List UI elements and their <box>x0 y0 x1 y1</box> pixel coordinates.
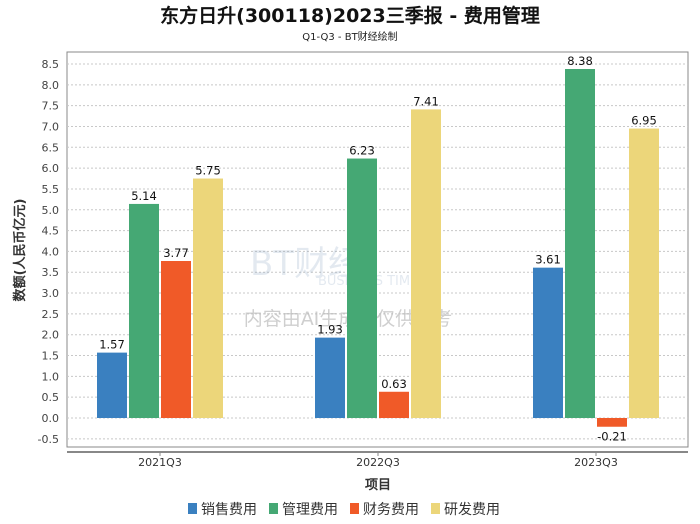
bar-研发费用-2021Q3 <box>193 178 223 418</box>
y-tick-label: 2.5 <box>42 308 60 321</box>
bar-销售费用-2021Q3 <box>97 352 127 418</box>
x-tick-label: 2023Q3 <box>574 456 618 469</box>
y-tick-label: 5.0 <box>42 204 60 217</box>
legend-item-销售费用[interactable]: 销售费用 <box>201 502 257 518</box>
bar-研发费用-2022Q3 <box>411 109 441 418</box>
y-tick-label: 3.5 <box>42 266 60 279</box>
bar-管理费用-2021Q3 <box>129 203 159 418</box>
y-tick-label: 0.0 <box>42 412 60 425</box>
y-tick-label: 7.0 <box>42 120 60 133</box>
data-label: 6.95 <box>631 114 657 128</box>
plot-frame <box>66 51 689 448</box>
data-label: 1.93 <box>317 323 343 337</box>
data-label: 5.75 <box>195 164 221 178</box>
data-label: 3.61 <box>535 253 561 267</box>
bar-销售费用-2022Q3 <box>315 337 345 418</box>
data-label: 5.14 <box>131 189 157 203</box>
y-tick-label: 6.5 <box>42 141 60 154</box>
data-label: 0.63 <box>381 377 407 391</box>
data-label: 8.38 <box>567 54 593 68</box>
legend-item-财务费用[interactable]: 财务费用 <box>363 502 419 518</box>
data-label: 1.57 <box>99 338 125 352</box>
x-axis-label: 项目 <box>365 478 391 493</box>
y-tick-label: 8.5 <box>42 58 60 71</box>
data-label: 3.77 <box>163 246 189 260</box>
y-axis-label: 数额(人民币亿元) <box>12 199 28 302</box>
x-tick-label: 2021Q3 <box>138 456 182 469</box>
legend-swatch <box>188 503 197 514</box>
watermark: BT财经 BUSINESS TIMES <box>250 244 427 289</box>
data-label: 7.41 <box>413 94 439 108</box>
watermark-brand: BT财经 <box>250 244 362 284</box>
data-label: 6.23 <box>349 144 375 158</box>
chart-title: 东方日升(300118)2023三季报 - 费用管理 <box>160 4 540 27</box>
y-tick-label: 0.5 <box>42 391 60 404</box>
bar-管理费用-2022Q3 <box>347 158 377 418</box>
bar-财务费用-2022Q3 <box>379 391 409 418</box>
bar-管理费用-2023Q3 <box>565 68 595 418</box>
x-tick-label: 2022Q3 <box>356 456 400 469</box>
y-tick-label: 8.0 <box>42 79 60 92</box>
legend-item-研发费用[interactable]: 研发费用 <box>444 502 500 518</box>
bar-研发费用-2023Q3 <box>629 128 659 418</box>
bar-财务费用-2021Q3 <box>161 260 191 418</box>
y-tick-label: 6.0 <box>42 162 60 175</box>
y-tick-label: 3.0 <box>42 287 60 300</box>
bar-销售费用-2023Q3 <box>533 267 563 418</box>
y-tick-label: -0.5 <box>38 433 59 446</box>
y-tick-label: 1.5 <box>42 350 60 363</box>
y-tick-label: 4.5 <box>42 225 60 238</box>
legend-swatch <box>269 503 278 514</box>
y-tick-label: 7.5 <box>42 100 60 113</box>
data-label: -0.21 <box>597 430 627 444</box>
y-tick-label: 2.0 <box>42 329 60 342</box>
legend-swatch <box>431 503 440 514</box>
legend-swatch <box>350 503 359 514</box>
bar-财务费用-2023Q3 <box>597 418 627 427</box>
chart-subtitle: Q1-Q3 - BT财经绘制 <box>302 30 397 43</box>
y-tick-label: 5.5 <box>42 183 60 196</box>
legend-item-管理费用[interactable]: 管理费用 <box>282 502 338 518</box>
y-tick-label: 4.0 <box>42 245 60 258</box>
y-tick-label: 1.0 <box>42 370 60 383</box>
